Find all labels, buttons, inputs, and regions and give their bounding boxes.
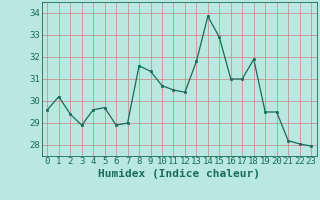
X-axis label: Humidex (Indice chaleur): Humidex (Indice chaleur): [98, 169, 260, 179]
